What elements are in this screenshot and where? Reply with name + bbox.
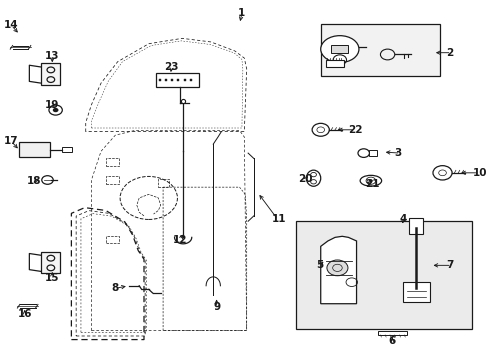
Bar: [105, 235, 119, 243]
Polygon shape: [320, 236, 356, 304]
Text: 2: 2: [445, 48, 452, 58]
Bar: [295, 221, 471, 329]
Text: 20: 20: [298, 174, 312, 184]
Text: 3: 3: [394, 148, 401, 158]
Circle shape: [49, 105, 62, 115]
Text: 21: 21: [365, 179, 379, 189]
Bar: [320, 24, 439, 76]
Bar: [369, 150, 376, 156]
Bar: [408, 218, 423, 234]
Text: 9: 9: [213, 302, 220, 312]
Circle shape: [326, 260, 347, 276]
Text: 12: 12: [172, 235, 187, 245]
Text: 7: 7: [445, 260, 452, 270]
Text: 6: 6: [388, 336, 395, 346]
Bar: [105, 158, 119, 166]
Circle shape: [368, 179, 372, 182]
Bar: [156, 73, 199, 87]
Text: 19: 19: [45, 100, 60, 111]
Bar: [330, 45, 348, 53]
Text: 1: 1: [238, 8, 245, 18]
Bar: [19, 142, 50, 157]
Text: 4: 4: [398, 215, 406, 224]
Bar: [325, 60, 343, 67]
Circle shape: [357, 149, 369, 157]
Ellipse shape: [320, 36, 358, 63]
Text: 18: 18: [27, 176, 41, 186]
Ellipse shape: [306, 170, 320, 186]
Bar: [377, 330, 406, 335]
Ellipse shape: [359, 175, 381, 186]
Text: 11: 11: [271, 215, 286, 224]
Text: 16: 16: [17, 310, 32, 319]
Text: 8: 8: [111, 283, 119, 293]
Bar: [61, 147, 72, 152]
Text: 10: 10: [472, 168, 486, 178]
Bar: [105, 176, 119, 184]
Text: 22: 22: [347, 125, 362, 135]
Bar: [41, 63, 61, 85]
Text: 14: 14: [4, 20, 19, 30]
Text: 13: 13: [45, 51, 60, 61]
Text: 5: 5: [316, 260, 323, 270]
Text: 17: 17: [4, 136, 19, 146]
Text: 23: 23: [164, 62, 179, 72]
Circle shape: [53, 108, 59, 112]
Text: 15: 15: [45, 273, 60, 283]
Bar: [158, 179, 168, 187]
Bar: [41, 252, 61, 273]
Bar: [402, 282, 429, 302]
